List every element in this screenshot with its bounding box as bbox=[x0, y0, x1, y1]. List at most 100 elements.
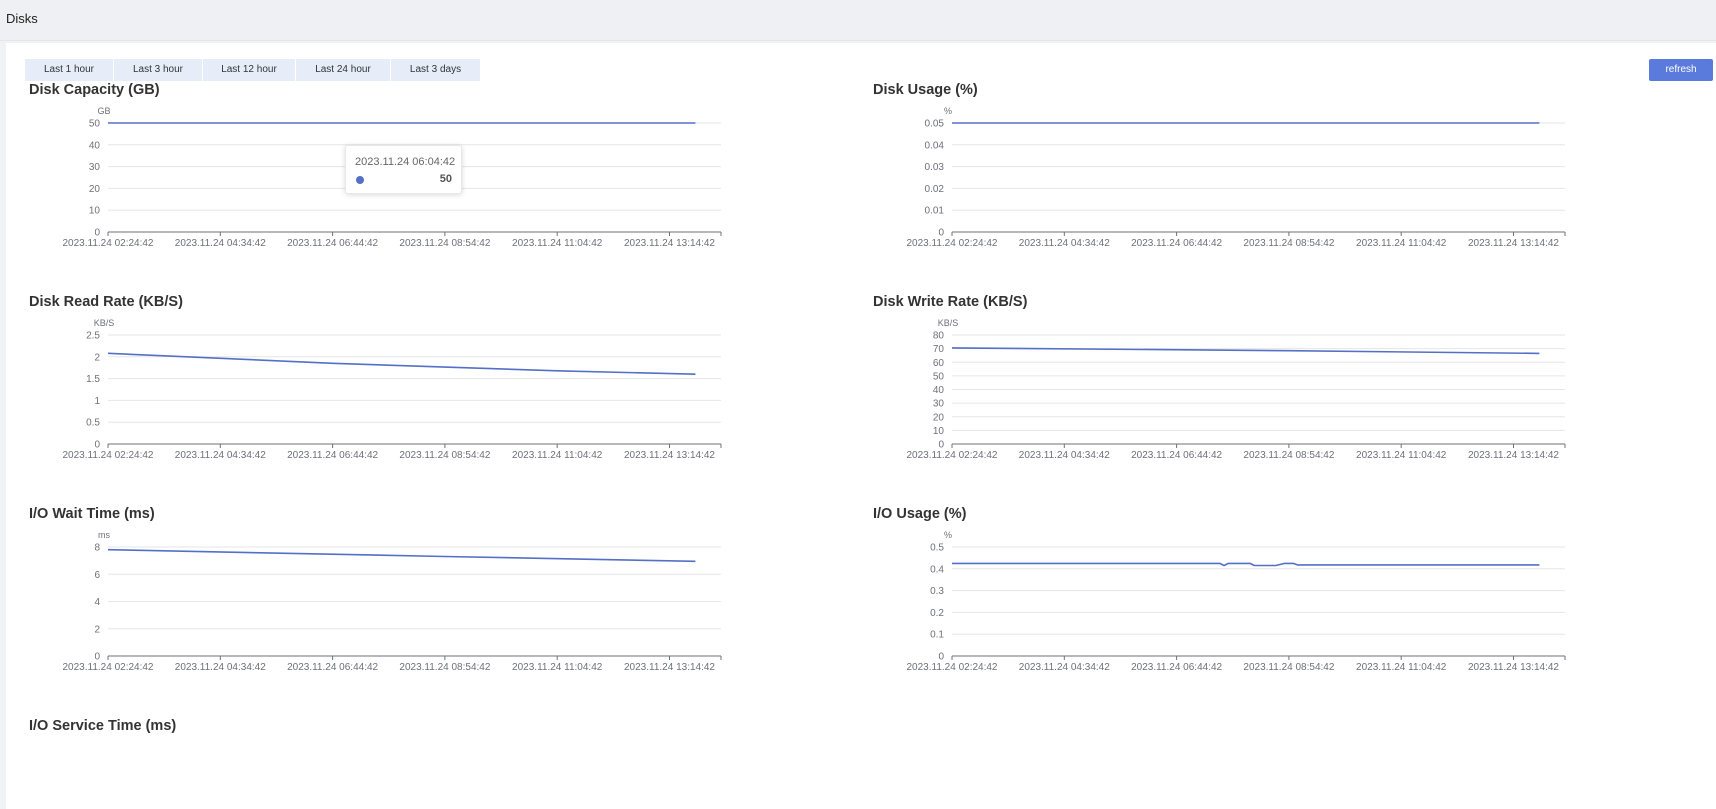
y-tick-label: 80 bbox=[933, 331, 945, 342]
y-tick-label: 1.5 bbox=[86, 374, 100, 385]
page-title: Disks bbox=[6, 11, 38, 26]
tooltip-series-dot bbox=[356, 176, 364, 184]
y-tick-label: 60 bbox=[933, 358, 945, 369]
range-button-last-12-hour[interactable]: Last 12 hour bbox=[203, 59, 295, 81]
x-tick-label: 2023.11.24 11:04:42 bbox=[512, 450, 603, 461]
x-tick-label: 2023.11.24 06:44:42 bbox=[287, 450, 378, 461]
x-tick-label: 2023.11.24 02:24:42 bbox=[62, 238, 153, 249]
range-button-last-24-hour[interactable]: Last 24 hour bbox=[296, 59, 390, 81]
x-tick-label: 2023.11.24 04:34:42 bbox=[175, 238, 266, 249]
x-tick-label: 2023.11.24 13:14:42 bbox=[1468, 450, 1559, 461]
x-tick-label: 2023.11.24 08:54:42 bbox=[399, 662, 490, 673]
y-tick-label: 0 bbox=[938, 652, 944, 663]
x-tick-label: 2023.11.24 13:14:42 bbox=[624, 450, 715, 461]
tooltip-time: 2023.11.24 06:04:42 bbox=[355, 156, 456, 168]
y-tick-label: 0.03 bbox=[925, 162, 945, 173]
x-tick-label: 2023.11.24 11:04:42 bbox=[512, 662, 603, 673]
y-tick-label: 0.04 bbox=[925, 140, 945, 151]
x-tick-label: 2023.11.24 06:44:42 bbox=[1131, 238, 1222, 249]
page-header: Disks bbox=[0, 0, 1716, 41]
x-tick-label: 2023.11.24 04:34:42 bbox=[175, 450, 266, 461]
y-tick-label: 40 bbox=[89, 140, 101, 151]
y-tick-label: 0 bbox=[94, 652, 100, 663]
chart-title-disk-read-rate: Disk Read Rate (KB/S) bbox=[29, 294, 183, 310]
tooltip-value: 50 bbox=[439, 173, 452, 185]
range-button-last-1-hour[interactable]: Last 1 hour bbox=[25, 59, 113, 81]
chart-disk-read-rate: KB/S 0 0.5 1 1.5 2 2.5 2023.11.24 02:24:42 2023.… bbox=[62, 318, 722, 461]
chart-title-disk-usage: Disk Usage (%) bbox=[873, 82, 978, 98]
x-tick-label: 2023.11.24 06:44:42 bbox=[1131, 662, 1222, 673]
x-tick-label: 2023.11.24 13:14:42 bbox=[624, 662, 715, 673]
y-tick-label: 0 bbox=[938, 228, 944, 239]
chart-tooltip: 2023.11.24 06:04:42 50 bbox=[345, 145, 462, 194]
x-tick-label: 2023.11.24 13:14:42 bbox=[624, 238, 715, 249]
y-tick-label: 1 bbox=[94, 396, 100, 407]
chart-disk-write-rate: KB/S 0 10 20 30 40 50 60 70 80 2023.11.24 02:24:42… bbox=[906, 318, 1566, 461]
x-tick-label: 2023.11.24 11:04:42 bbox=[1356, 450, 1447, 461]
y-tick-label: 0 bbox=[94, 228, 100, 239]
y-tick-label: 0.05 bbox=[925, 119, 945, 130]
x-tick-label: 2023.11.24 04:34:42 bbox=[175, 662, 266, 673]
chart-title-io-wait-time: I/O Wait Time (ms) bbox=[29, 506, 155, 522]
x-tick-label: 2023.11.24 11:04:42 bbox=[1356, 238, 1447, 249]
series-line bbox=[951, 347, 1540, 355]
refresh-button[interactable]: refresh bbox=[1649, 59, 1713, 81]
y-tick-label: 70 bbox=[933, 344, 945, 355]
x-tick-label: 2023.11.24 13:14:42 bbox=[1468, 662, 1559, 673]
y-tick-label: 0 bbox=[938, 440, 944, 451]
y-tick-label: 50 bbox=[89, 119, 101, 130]
x-tick-label: 2023.11.24 02:24:42 bbox=[906, 450, 997, 461]
range-button-last-3-days[interactable]: Last 3 days bbox=[391, 59, 480, 81]
chart-title-disk-capacity: Disk Capacity (GB) bbox=[29, 82, 160, 98]
y-tick-label: 6 bbox=[94, 570, 100, 581]
chart-title-io-service-time: I/O Service Time (ms) bbox=[29, 718, 177, 734]
series-line bbox=[107, 352, 696, 375]
y-tick-label: 0.01 bbox=[925, 206, 945, 217]
y-tick-label: 30 bbox=[933, 399, 945, 410]
chart-io-wait-time: ms 0 2 4 6 8 2023.11.24 02:24:42 2023.11.24 04:… bbox=[62, 530, 722, 673]
y-tick-label: 10 bbox=[933, 426, 945, 437]
y-tick-label: 4 bbox=[94, 597, 100, 608]
x-tick-label: 2023.11.24 02:24:42 bbox=[906, 238, 997, 249]
series-line bbox=[107, 548, 696, 563]
y-tick-label: 10 bbox=[89, 206, 101, 217]
range-button-last-3-hour[interactable]: Last 3 hour bbox=[114, 59, 202, 81]
disk-metrics-panel: Last 1 hour Last 3 hour Last 12 hour Las… bbox=[6, 43, 1716, 809]
y-tick-label: 50 bbox=[933, 371, 945, 382]
x-tick-label: 2023.11.24 08:54:42 bbox=[399, 450, 490, 461]
y-axis-unit: ms bbox=[98, 530, 110, 540]
x-tick-label: 2023.11.24 08:54:42 bbox=[399, 238, 490, 249]
x-tick-label: 2023.11.24 02:24:42 bbox=[906, 662, 997, 673]
y-tick-label: 2 bbox=[94, 352, 100, 363]
y-tick-label: 30 bbox=[89, 162, 101, 173]
chart-io-usage: % 0 0.1 0.2 0.3 0.4 0.5 2023.11.24 02:24:42 2023… bbox=[906, 530, 1566, 673]
y-tick-label: 0.5 bbox=[930, 543, 944, 554]
y-tick-label: 0.1 bbox=[930, 630, 944, 641]
y-axis-unit: KB/S bbox=[94, 318, 115, 328]
y-tick-label: 0.3 bbox=[930, 586, 944, 597]
y-axis-unit: KB/S bbox=[938, 318, 959, 328]
x-tick-label: 2023.11.24 04:34:42 bbox=[1019, 662, 1110, 673]
chart-disk-capacity: GB 0 10 20 30 40 50 2023.11.24 02:24:42 2023.11.… bbox=[62, 106, 722, 249]
x-tick-label: 2023.11.24 04:34:42 bbox=[1019, 450, 1110, 461]
y-tick-label: 20 bbox=[933, 412, 945, 423]
y-tick-label: 20 bbox=[89, 184, 101, 195]
y-axis-unit: % bbox=[944, 106, 952, 116]
y-tick-label: 0 bbox=[94, 440, 100, 451]
x-tick-label: 2023.11.24 11:04:42 bbox=[1356, 662, 1447, 673]
x-tick-label: 2023.11.24 08:54:42 bbox=[1243, 450, 1334, 461]
series-line bbox=[952, 562, 1540, 567]
x-tick-label: 2023.11.24 06:44:42 bbox=[287, 238, 378, 249]
y-tick-label: 2 bbox=[94, 624, 100, 635]
y-tick-label: 0.02 bbox=[925, 184, 945, 195]
y-tick-label: 0.2 bbox=[930, 608, 944, 619]
x-tick-label: 2023.11.24 02:24:42 bbox=[62, 450, 153, 461]
time-range-selector: Last 1 hour Last 3 hour Last 12 hour Las… bbox=[25, 59, 480, 81]
x-tick-label: 2023.11.24 06:44:42 bbox=[1131, 450, 1222, 461]
x-tick-label: 2023.11.24 08:54:42 bbox=[1243, 662, 1334, 673]
chart-title-disk-write-rate: Disk Write Rate (KB/S) bbox=[873, 294, 1028, 310]
chart-disk-usage: % 0 0.01 0.02 0.03 0.04 0.05 2023.11.24 02:24:4… bbox=[906, 106, 1566, 249]
x-tick-label: 2023.11.24 06:44:42 bbox=[287, 662, 378, 673]
y-axis-unit: GB bbox=[97, 106, 110, 116]
x-tick-label: 2023.11.24 11:04:42 bbox=[512, 238, 603, 249]
